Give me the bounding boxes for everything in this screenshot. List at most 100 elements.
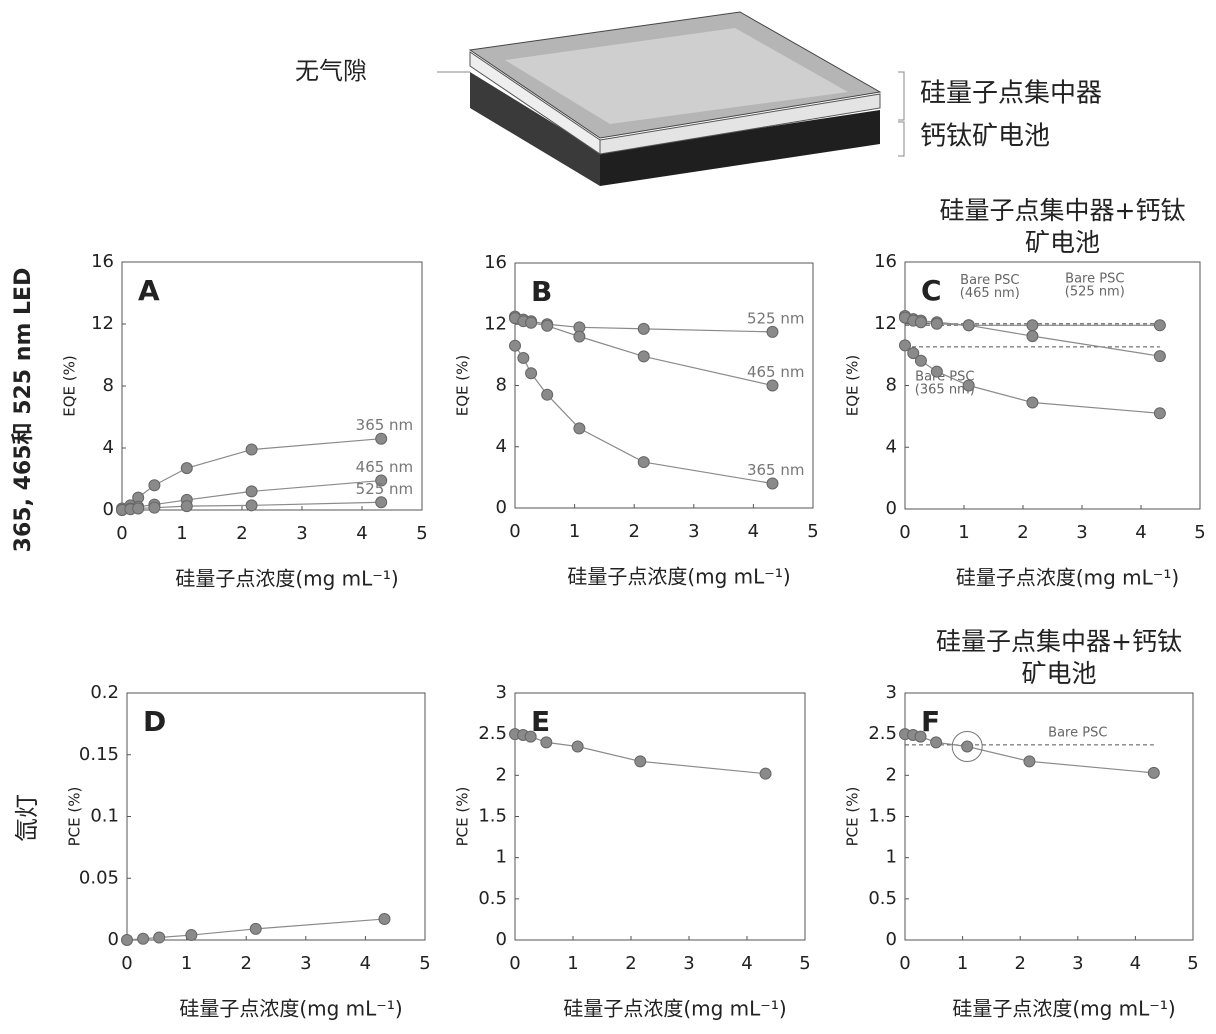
x-tick-label: 4 [360, 953, 371, 974]
y-tick-label: 3 [496, 682, 507, 703]
x-tick-label: 1 [176, 523, 187, 544]
data-point [915, 731, 926, 742]
panel-label: A [138, 274, 160, 307]
data-point [931, 366, 942, 377]
x-tick-label: 2 [236, 523, 247, 544]
data-point [1024, 756, 1035, 767]
data-point [376, 433, 387, 444]
x-tick-label: 0 [899, 953, 910, 974]
data-point [1154, 351, 1165, 362]
y-tick-label: 0.5 [868, 888, 897, 909]
data-point [915, 355, 926, 366]
y-axis-label: PCE (%) [844, 787, 862, 847]
data-point [154, 932, 165, 943]
x-tick-label: 1 [567, 953, 578, 974]
data-point [541, 737, 552, 748]
x-tick-label: 3 [683, 953, 694, 974]
data-point [526, 317, 537, 328]
series-label: 525 nm [356, 480, 414, 498]
data-point [542, 320, 553, 331]
plot-frame [515, 693, 805, 940]
y-tick-label: 1 [886, 847, 897, 868]
y-tick-label: 0.05 [79, 867, 119, 888]
x-tick-label: 0 [116, 523, 127, 544]
y-tick-label: 0 [886, 498, 897, 519]
panel-label: C [921, 274, 942, 307]
x-tick-label: 1 [957, 953, 968, 974]
y-axis-label: EQE (%) [844, 355, 862, 417]
y-tick-label: 0 [108, 929, 119, 950]
x-tick-label: 5 [419, 953, 430, 974]
x-tick-label: 4 [1135, 522, 1146, 543]
x-tick-label: 1 [569, 521, 580, 542]
series-label: 465 nm [356, 458, 414, 476]
y-axis-label: PCE (%) [454, 787, 472, 847]
series-label: 465 nm [747, 363, 805, 381]
series-line [515, 734, 766, 774]
series-label: 365 nm [747, 461, 805, 479]
y-tick-label: 4 [886, 436, 897, 457]
y-tick-label: 8 [496, 375, 507, 396]
data-point [767, 326, 778, 337]
data-point [246, 486, 257, 497]
y-tick-label: 0.2 [90, 682, 119, 703]
data-point [138, 933, 149, 944]
gap-label: 无气隙 [295, 57, 367, 85]
x-tick-label: 4 [741, 953, 752, 974]
data-point [1154, 320, 1165, 331]
series-label: 365 nm [356, 416, 414, 434]
data-point [181, 463, 192, 474]
x-tick-label: 3 [300, 953, 311, 974]
data-point [1027, 397, 1038, 408]
y-tick-label: 8 [103, 375, 114, 396]
page: {"diagram":{"gap_label":"无气隙","top_layer… [0, 0, 1216, 1034]
data-point [186, 930, 197, 941]
x-axis-label: 硅量子点浓度(mg mL⁻¹) [175, 567, 398, 591]
x-axis-label: 硅量子点浓度(mg mL⁻¹) [956, 566, 1179, 590]
data-point [122, 935, 133, 946]
y-tick-label: 3 [886, 682, 897, 703]
x-tick-label: 4 [748, 521, 759, 542]
reference-label: (525 nm) [1065, 284, 1125, 299]
x-tick-label: 4 [1130, 953, 1141, 974]
data-point [246, 500, 257, 511]
x-tick-label: 4 [356, 523, 367, 544]
x-tick-label: 2 [625, 953, 636, 974]
y-tick-label: 0 [886, 929, 897, 950]
y-tick-label: 4 [103, 437, 114, 458]
layer-label: 钙钛矿电池 [920, 122, 1050, 152]
y-tick-label: 0.1 [90, 806, 119, 827]
data-point [510, 340, 521, 351]
data-point [250, 923, 261, 934]
series-label: 525 nm [747, 309, 805, 327]
plot-frame [127, 693, 425, 940]
data-point [963, 320, 974, 331]
chart-title: 硅量子点集中器+钙钛矿电池 [940, 196, 1186, 257]
x-tick-label: 2 [240, 953, 251, 974]
data-point [246, 444, 257, 455]
data-point [181, 501, 192, 512]
data-point [133, 503, 144, 514]
y-tick-label: 16 [484, 252, 507, 273]
data-point [572, 741, 583, 752]
data-point [638, 457, 649, 468]
x-tick-label: 3 [1072, 953, 1083, 974]
y-tick-label: 16 [874, 251, 897, 272]
device-diagram: 无气隙 硅量子点集中器 钙钛矿电池 [295, 12, 1102, 186]
panel-label: D [143, 705, 166, 738]
chart-title: 硅量子点集中器+钙钛矿电池 [936, 627, 1182, 688]
x-tick-label: 3 [296, 523, 307, 544]
reference-label: Bare PSC [1048, 725, 1107, 740]
y-tick-label: 12 [91, 313, 114, 334]
figure: 无气隙 硅量子点集中器 钙钛矿电池 365, 465和 525 nm LED 氙… [0, 0, 1216, 1034]
data-point [376, 497, 387, 508]
x-axis-label: 硅量子点浓度(mg mL⁻¹) [179, 997, 402, 1021]
y-tick-label: 1 [496, 847, 507, 868]
data-point [1027, 331, 1038, 342]
y-tick-label: 2 [496, 764, 507, 785]
x-tick-label: 0 [899, 522, 910, 543]
data-point [1148, 767, 1159, 778]
x-tick-label: 1 [958, 522, 969, 543]
reference-label: (465 nm) [960, 286, 1020, 301]
data-point [525, 731, 536, 742]
